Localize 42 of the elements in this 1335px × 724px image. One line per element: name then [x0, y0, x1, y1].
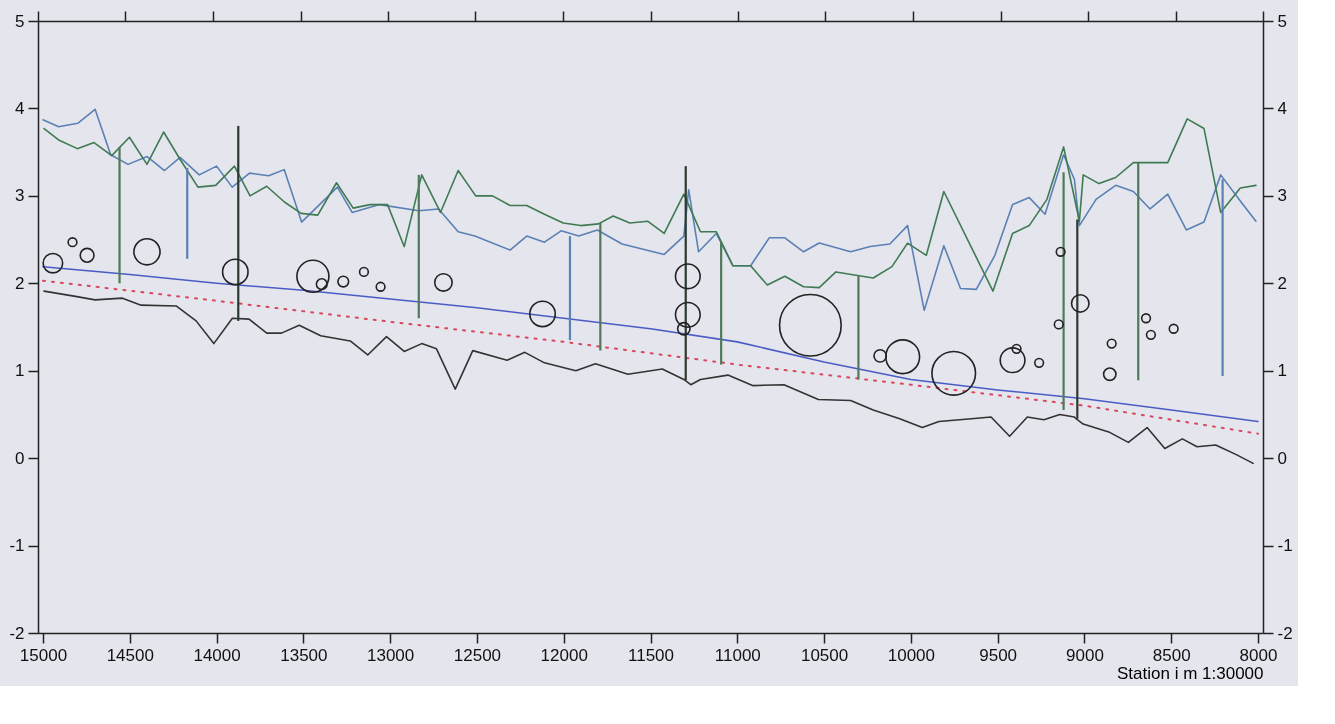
y-tick-label: 4	[15, 98, 25, 118]
y2-tick-label: 5	[1277, 11, 1287, 31]
x-axis-title: Station i m 1:30000	[1117, 663, 1264, 683]
y2-tick-label: 3	[1277, 186, 1287, 206]
line-series	[42, 265, 1259, 423]
bar	[857, 275, 860, 380]
y-tick-label: 3	[15, 186, 25, 206]
bar	[118, 146, 121, 284]
bar	[599, 222, 602, 351]
y-tick-label: 2	[15, 273, 25, 293]
x-tick-label: 11500	[627, 645, 675, 665]
bar	[186, 167, 189, 259]
y2-tick-label: 4	[1277, 98, 1287, 118]
x-tick-label: 12500	[453, 645, 502, 665]
x-tick-label: 11000	[714, 645, 761, 665]
y2-tick-label: 2	[1277, 273, 1287, 293]
bar	[568, 236, 572, 341]
x-tick-label: 13000	[367, 645, 415, 665]
y2-tick-label: 0	[1277, 448, 1287, 468]
x-tick-label: 8000	[1239, 645, 1278, 665]
y-tick-label: 5	[15, 11, 25, 31]
y-tick-label: 0	[15, 448, 25, 468]
y-tick-label: 1	[15, 361, 25, 381]
x-tick-label: 9000	[1066, 645, 1104, 665]
x-tick-label: 10000	[887, 645, 935, 665]
x-tick-label: 14500	[106, 645, 154, 665]
y-tick-label: -2	[9, 623, 25, 643]
bar	[720, 242, 723, 365]
bar	[1137, 162, 1140, 381]
x-tick-label: 15000	[19, 645, 68, 665]
x-tick-label: 9500	[979, 645, 1018, 665]
y2-tick-label: -2	[1277, 623, 1293, 643]
y2-tick-label: -1	[1277, 536, 1293, 556]
y-tick-label: -1	[9, 536, 25, 556]
x-tick-label: 10500	[800, 645, 849, 665]
bar	[417, 174, 420, 319]
x-tick-label: 13500	[280, 645, 328, 665]
y2-tick-label: 1	[1277, 361, 1287, 381]
x-tick-label: 12000	[540, 645, 588, 665]
x-tick-label: 8500	[1152, 645, 1191, 665]
x-tick-label: 14000	[193, 645, 241, 665]
line-series	[42, 279, 1259, 435]
